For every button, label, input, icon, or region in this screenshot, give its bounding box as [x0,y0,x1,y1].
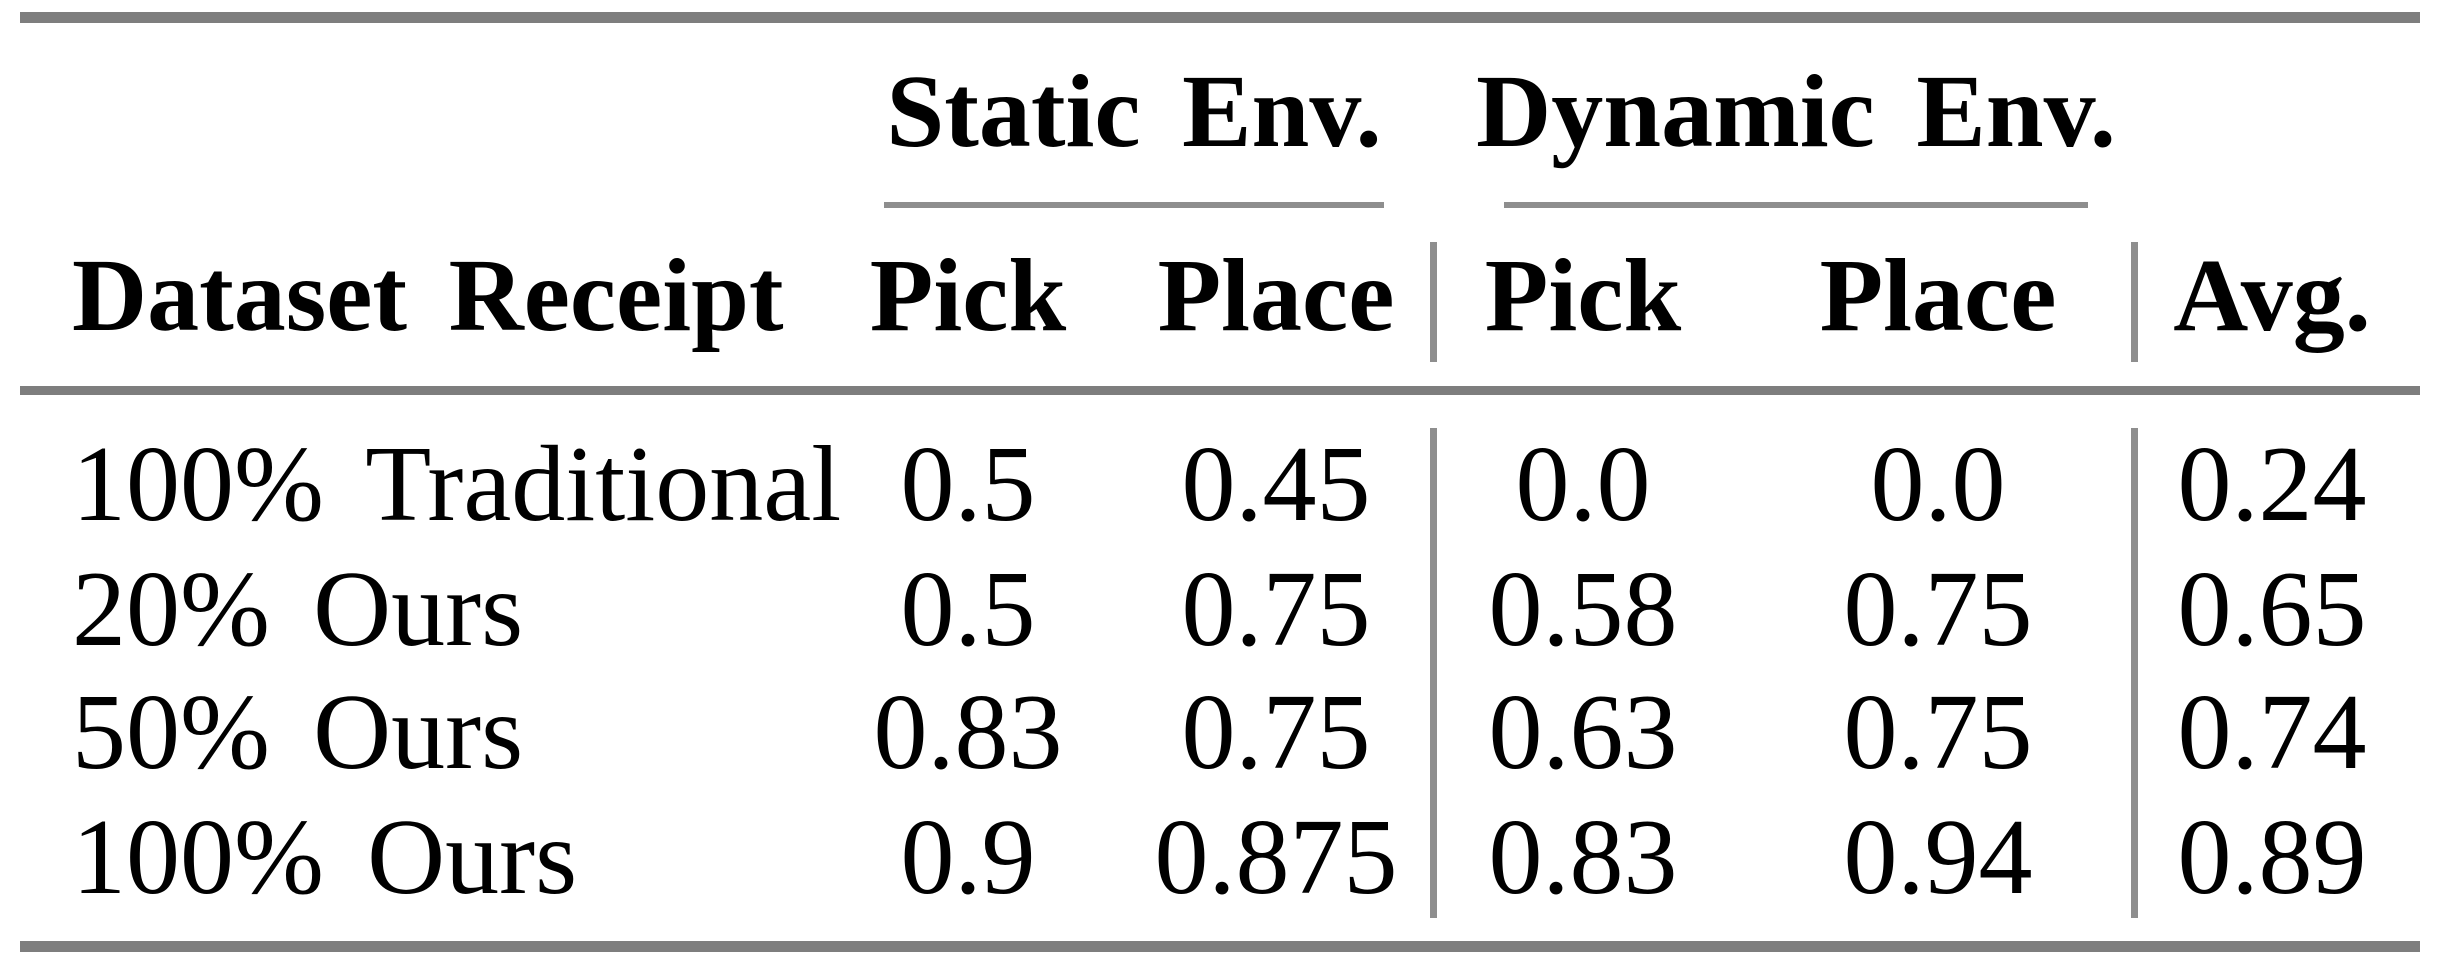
column-header-avg: Avg. [2173,238,2371,353]
dynamic-env-underline [1504,202,2088,208]
column-header-dynamic-place: Place [1819,238,2057,353]
row-label: 100% Ours [72,798,578,917]
cell-static-place: 0.45 [1181,425,1371,544]
bottom-rule [20,941,2420,952]
column-header-static-pick: Pick [869,238,1067,353]
column-header-static-place: Place [1157,238,1395,353]
row-label: 50% Ours [72,673,524,792]
column-header-dynamic-pick: Pick [1484,238,1682,353]
group-header-dynamic-env: Dynamic Env. [1476,54,2116,169]
group-header-static-env: Static Env. [886,54,1382,169]
column-divider-static-dynamic [1430,242,1437,362]
header-body-divider-rule [20,386,2420,395]
cell-dynamic-pick: 0.0 [1515,425,1651,544]
cell-static-pick: 0.5 [900,425,1036,544]
cell-avg: 0.89 [2177,798,2367,917]
column-divider-dynamic-avg-body [2131,428,2138,918]
column-divider-dynamic-avg [2131,242,2138,362]
cell-static-place: 0.75 [1181,550,1371,669]
cell-avg: 0.65 [2177,550,2367,669]
cell-dynamic-pick: 0.58 [1488,550,1678,669]
cell-static-place: 0.75 [1181,673,1371,792]
cell-static-pick: 0.5 [900,550,1036,669]
row-label: 100% Traditional [72,425,842,544]
corner-header-dataset-receipt: Dataset Receipt [72,238,784,353]
cell-static-pick: 0.9 [900,798,1036,917]
cell-static-place: 0.875 [1154,798,1398,917]
cell-dynamic-place: 0.75 [1843,673,2033,792]
row-label: 20% Ours [72,550,524,669]
cell-static-pick: 0.83 [873,673,1063,792]
column-divider-static-dynamic-body [1430,428,1437,918]
cell-avg: 0.74 [2177,673,2367,792]
cell-avg: 0.24 [2177,425,2367,544]
static-env-underline [884,202,1384,208]
top-rule [20,12,2420,23]
cell-dynamic-place: 0.94 [1843,798,2033,917]
cell-dynamic-pick: 0.83 [1488,798,1678,917]
cell-dynamic-place: 0.0 [1870,425,2006,544]
cell-dynamic-pick: 0.63 [1488,673,1678,792]
cell-dynamic-place: 0.75 [1843,550,2033,669]
